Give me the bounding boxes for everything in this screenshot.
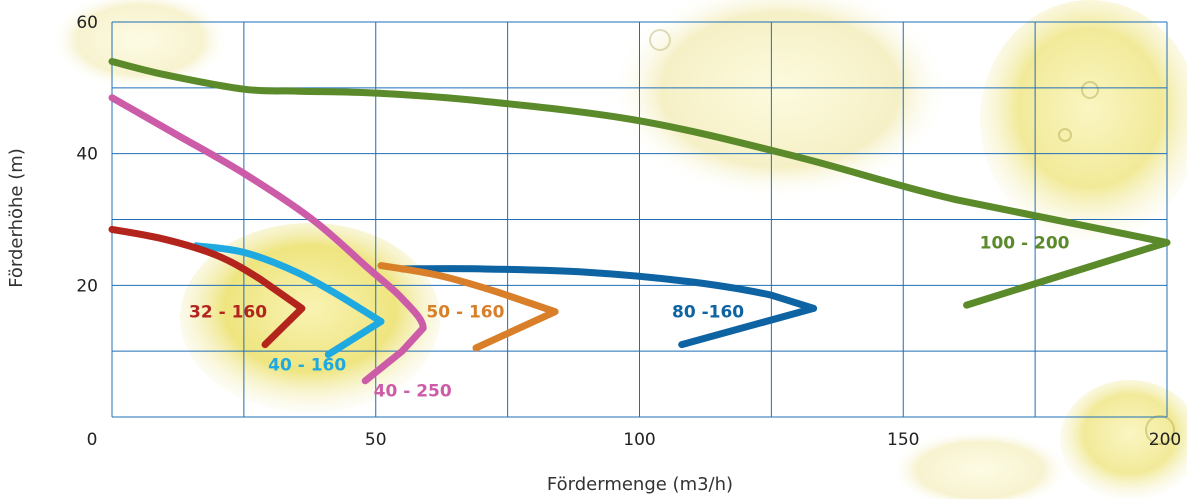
x-tick-label: 100 [623,430,655,450]
series-line-50-160 [377,262,559,352]
series-line-100-200 [108,58,1171,309]
y-tick-label: 20 [76,276,98,296]
series-label: 40 - 250 [374,382,452,402]
x-tick-label: 50 [365,430,387,450]
ticks: 0 50 100 150 200 20 40 60 [76,13,1181,450]
curves [108,58,1171,385]
x-axis-label: Fördermenge (m3/h) [547,474,733,495]
series-line-40-160 [192,242,385,358]
x-tick-label: 200 [1149,430,1181,450]
series-labels: 100 - 200 80 -160 50 - 160 40 - 250 40 - 160… [189,234,1070,402]
oil-background [50,0,1187,499]
series-label: 100 - 200 [980,234,1070,254]
y-axis-label: Förderhöhe (m) [6,148,27,288]
series-label: 32 - 160 [189,303,267,323]
series-line-80-160 [398,265,818,349]
series-label: 40 - 160 [268,355,346,375]
x-tick-label: 0 [87,430,98,450]
series-line-40-250 [108,94,427,385]
series-line-32-160 [108,225,306,349]
x-tick-label: 150 [887,430,919,450]
series-label: 50 - 160 [426,303,504,323]
y-tick-label: 40 [76,145,98,165]
y-tick-label: 60 [76,13,98,33]
series-label: 80 -160 [672,303,744,323]
